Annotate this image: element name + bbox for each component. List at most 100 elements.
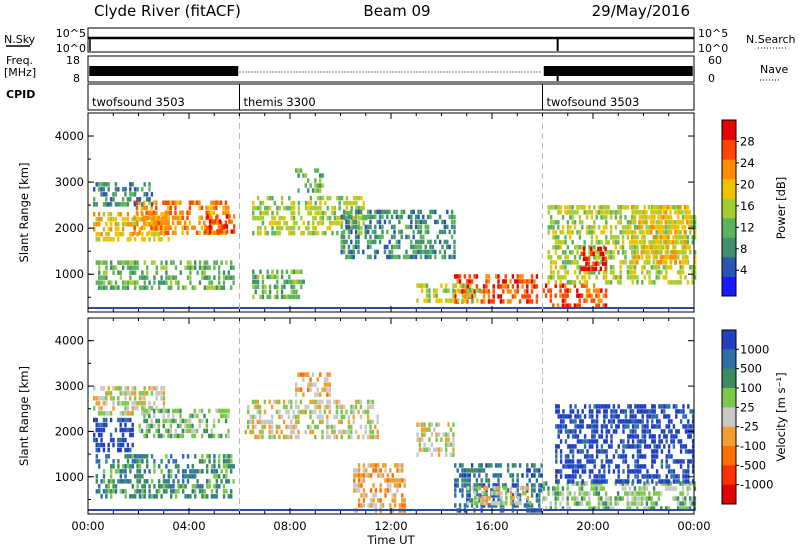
- data-cell: [609, 250, 613, 255]
- data-cell: [607, 496, 610, 501]
- data-cell: [191, 433, 194, 439]
- data-cell: [198, 220, 201, 225]
- data-cell: [605, 235, 608, 240]
- data-cell: [581, 225, 584, 230]
- data-cell: [143, 215, 146, 220]
- data-cell: [593, 270, 596, 275]
- data-cell: [388, 219, 391, 225]
- data-cell: [201, 484, 204, 489]
- data-cell: [650, 210, 653, 215]
- data-cell: [629, 270, 632, 275]
- data-cell: [105, 182, 108, 187]
- data-cell: [571, 409, 575, 414]
- data-cell: [566, 486, 569, 491]
- data-cell: [107, 187, 110, 192]
- data-cell: [383, 244, 387, 250]
- data-cell: [511, 483, 515, 488]
- data-cell: [641, 454, 644, 459]
- data-cell: [321, 414, 324, 420]
- data-cell: [590, 298, 593, 303]
- data-cell: [452, 452, 455, 457]
- data-cell: [307, 200, 310, 206]
- data-cell: [357, 503, 361, 508]
- data-cell: [200, 215, 204, 220]
- data-cell: [633, 230, 637, 235]
- data-cell: [578, 298, 581, 303]
- data-cell: [312, 205, 315, 211]
- data-cell: [100, 192, 103, 197]
- data-cell: [105, 396, 108, 401]
- colorbar-swatch: [722, 237, 736, 258]
- data-cell: [559, 210, 562, 215]
- data-cell: [624, 424, 628, 429]
- data-cell: [188, 428, 192, 434]
- data-cell: [590, 240, 594, 245]
- data-cell: [136, 401, 139, 406]
- data-cell: [650, 205, 654, 210]
- data-cell: [307, 225, 310, 231]
- data-cell: [95, 422, 98, 428]
- data-cell: [354, 404, 358, 410]
- data-cell: [579, 474, 582, 479]
- data-cell: [369, 254, 372, 260]
- data-cell: [600, 429, 604, 434]
- data-cell: [665, 414, 668, 419]
- data-cell: [285, 434, 288, 440]
- data-cell: [466, 493, 469, 498]
- data-cell: [631, 210, 634, 215]
- data-cell: [292, 414, 295, 420]
- data-cell: [148, 489, 151, 494]
- nave-tick-low: 0: [708, 72, 715, 85]
- data-cell: [634, 434, 637, 439]
- data-cell: [564, 459, 568, 464]
- data-cell: [619, 270, 622, 275]
- data-cell: [665, 404, 668, 409]
- data-cell: [283, 205, 286, 211]
- data-cell: [678, 205, 682, 210]
- data-cell: [268, 294, 272, 300]
- data-cell: [602, 205, 606, 210]
- data-cell: [102, 227, 106, 232]
- data-cell: [590, 210, 594, 215]
- data-cell: [585, 270, 589, 275]
- data-cell: [389, 488, 392, 493]
- data-cell: [526, 279, 529, 284]
- data-cell: [633, 220, 636, 225]
- colorbar-swatch: [722, 139, 736, 160]
- data-cell: [574, 464, 577, 469]
- data-cell: [297, 419, 300, 425]
- data-cell: [666, 255, 670, 260]
- data-cell: [679, 409, 683, 414]
- data-cell: [150, 479, 154, 484]
- data-cell: [345, 215, 349, 221]
- data-cell: [414, 254, 418, 260]
- data-cell: [533, 463, 536, 468]
- data-cell: [564, 303, 567, 308]
- data-cell: [478, 493, 481, 498]
- data-cell: [453, 244, 456, 250]
- data-cell: [247, 419, 250, 425]
- data-cell: [371, 239, 375, 245]
- data-cell: [693, 506, 697, 511]
- data-cell: [124, 479, 127, 484]
- data-cell: [398, 244, 401, 250]
- data-cell: [105, 232, 108, 237]
- data-cell: [150, 386, 154, 391]
- data-cell: [573, 481, 577, 486]
- data-cell: [184, 484, 187, 489]
- data-cell: [485, 478, 488, 483]
- data-cell: [294, 404, 298, 410]
- data-cell: [569, 474, 572, 479]
- data-cell: [102, 202, 106, 207]
- data-cell: [340, 230, 344, 236]
- data-cell: [648, 215, 651, 220]
- data-cell: [314, 409, 317, 415]
- data-cell: [530, 299, 534, 304]
- data-cell: [675, 434, 678, 439]
- data-cell: [593, 255, 596, 260]
- data-cell: [626, 270, 630, 275]
- data-cell: [564, 260, 567, 265]
- data-cell: [252, 230, 255, 236]
- data-cell: [626, 225, 630, 230]
- data-cell: [110, 265, 113, 270]
